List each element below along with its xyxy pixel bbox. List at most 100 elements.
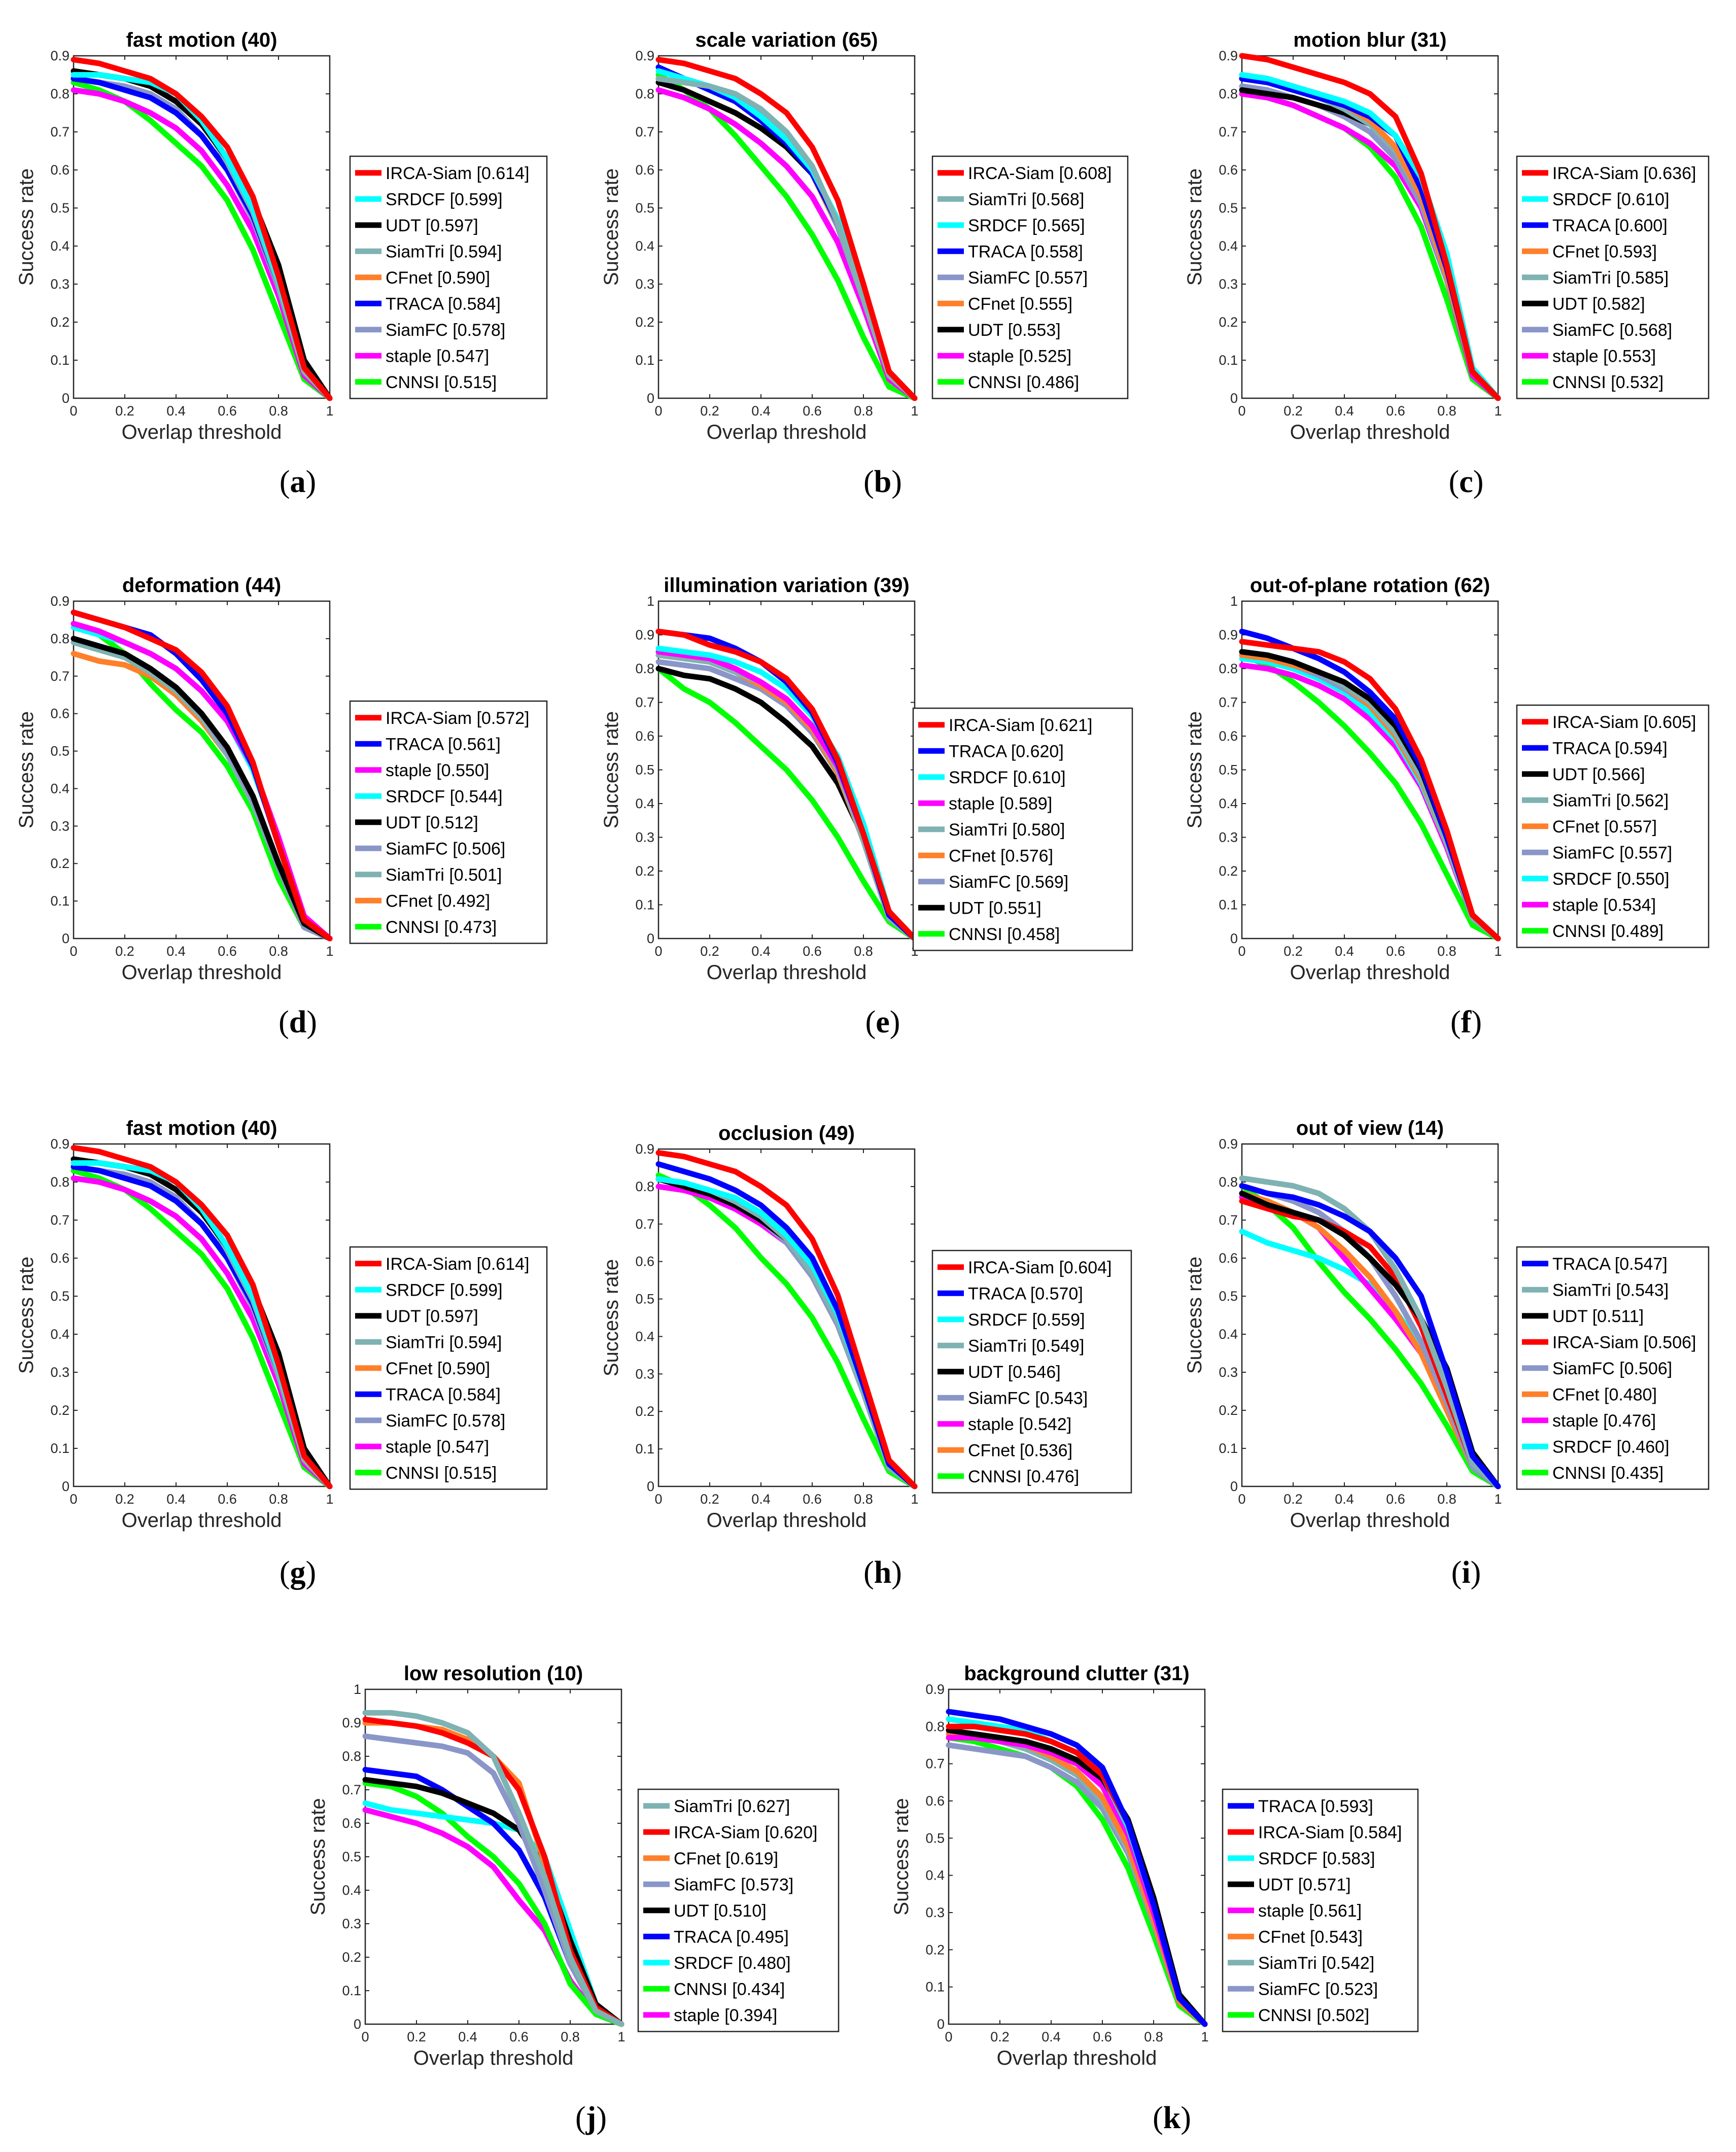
- legend-item-srdcf: SRDCF [0.610]: [918, 768, 1066, 787]
- legend-box: [1516, 1246, 1710, 1490]
- y-tick-label: 0.6: [50, 162, 70, 178]
- legend-item-traca: TRACA [0.593]: [1228, 1797, 1373, 1816]
- panel-label: (f): [1450, 1005, 1482, 1039]
- x-tick-label: 0: [654, 944, 662, 959]
- y-tick-label: 0.7: [635, 695, 654, 710]
- legend-box: [1516, 704, 1710, 948]
- y-tick-label: 0.3: [1219, 276, 1238, 292]
- legend-label: staple [0.476]: [1552, 1411, 1656, 1431]
- legend-label: UDT [0.546]: [968, 1363, 1061, 1382]
- x-tick-label: 0.8: [561, 2029, 580, 2044]
- y-tick-label: 0.1: [50, 1441, 70, 1456]
- x-tick-label: 0.4: [1335, 1491, 1354, 1507]
- legend-tracker-name: staple: [949, 794, 995, 813]
- y-tick-label: 0: [647, 931, 654, 946]
- y-tick-label: 0.9: [50, 594, 70, 609]
- y-tick-label: 0.5: [342, 1849, 361, 1864]
- legend-item-siamtri: SiamTri [0.568]: [938, 190, 1084, 209]
- legend-auc-score: [0.534]: [1603, 895, 1656, 915]
- legend: IRCA-Siam [0.608]SiamTri [0.568]SRDCF [0…: [931, 155, 1129, 399]
- y-tick-label: 0.8: [50, 86, 70, 101]
- legend-auc-score: [0.614]: [476, 1255, 529, 1274]
- legend-item-traca: TRACA [0.495]: [643, 1927, 789, 1947]
- legend-label: UDT [0.566]: [1552, 765, 1645, 784]
- y-tick-label: 0.5: [925, 1830, 945, 1846]
- legend-label: SRDCF [0.550]: [1552, 870, 1670, 889]
- y-tick-label: 0: [1230, 931, 1238, 946]
- legend-box: [1222, 1788, 1419, 2032]
- legend-tracker-name: SiamTri: [1552, 1280, 1611, 1300]
- legend-item-srdcf: SRDCF [0.565]: [938, 216, 1085, 235]
- legend-auc-score: [0.566]: [1592, 765, 1645, 784]
- legend-label: CNNSI [0.515]: [386, 373, 497, 392]
- y-tick-label: 0.9: [1219, 48, 1238, 63]
- legend-auc-score: [0.543]: [1616, 1280, 1669, 1300]
- legend-item-staple: staple [0.476]: [1522, 1411, 1656, 1431]
- legend-auc-score: [0.536]: [1020, 1441, 1072, 1460]
- x-tick-label: 0: [70, 944, 77, 959]
- legend-tracker-name: IRCA-Siam: [949, 716, 1035, 735]
- series-line-traca: [1239, 1183, 1501, 1489]
- y-tick-label: 0.4: [50, 781, 70, 796]
- legend-tracker-name: SiamFC: [674, 1875, 736, 1894]
- y-tick-label: 0.8: [1219, 661, 1238, 676]
- legend-item-traca: TRACA [0.594]: [1522, 739, 1668, 758]
- legend-auc-score: [0.546]: [1008, 1363, 1061, 1382]
- legend-item-udt: UDT [0.582]: [1522, 294, 1645, 314]
- x-tick-label: 0: [654, 1491, 662, 1507]
- x-axis-label: Overlap threshold: [1290, 1509, 1450, 1532]
- legend-auc-score: [0.506]: [1619, 1359, 1672, 1378]
- legend-item-traca: TRACA [0.561]: [355, 735, 501, 754]
- legend-item-traca: TRACA [0.584]: [355, 294, 501, 314]
- legend-item-udt: UDT [0.551]: [918, 898, 1041, 918]
- y-tick-label: 0.8: [342, 1749, 361, 1764]
- legend-label: UDT [0.551]: [949, 898, 1041, 918]
- legend-label: TRACA [0.584]: [386, 294, 501, 314]
- chart-title: fast motion (40): [126, 29, 277, 51]
- x-axis-label: Overlap threshold: [707, 421, 867, 443]
- legend-auc-score: [0.578]: [453, 321, 505, 340]
- legend-auc-score: [0.597]: [426, 1307, 478, 1326]
- x-tick-label: 0.4: [1041, 2029, 1061, 2044]
- legend-label: staple [0.525]: [968, 346, 1071, 366]
- legend-auc-score: [0.506]: [1643, 1333, 1696, 1352]
- legend-label: SiamTri [0.542]: [1258, 1954, 1374, 1973]
- legend-item-srdcf: SRDCF [0.599]: [355, 1280, 503, 1300]
- y-tick-label: 0.4: [50, 1327, 70, 1342]
- x-tick-label: 0.8: [269, 944, 288, 959]
- legend-label: TRACA [0.584]: [386, 1385, 501, 1404]
- series-curves: [1239, 1175, 1501, 1489]
- legend-item-irca-siam: IRCA-Siam [0.614]: [355, 164, 529, 183]
- legend-item-cnnsi: CNNSI [0.486]: [938, 373, 1079, 392]
- legend-label: TRACA [0.593]: [1258, 1797, 1373, 1816]
- x-tick-label: 0.6: [803, 944, 822, 959]
- panel-letter: c: [1459, 465, 1473, 499]
- panel-label: (d): [279, 1005, 317, 1039]
- legend-item-staple: staple [0.534]: [1522, 895, 1656, 915]
- legend-auc-score: [0.584]: [448, 1385, 501, 1404]
- legend-tracker-name: SiamTri: [674, 1797, 733, 1816]
- legend-label: staple [0.394]: [674, 2006, 777, 2025]
- x-tick-label: 0: [1238, 944, 1245, 959]
- series-curves: [71, 1145, 333, 1489]
- legend-tracker-name: IRCA-Siam: [1552, 164, 1639, 183]
- y-tick-label: 0.1: [925, 1980, 945, 1995]
- series-line-siamtri: [362, 1710, 624, 2027]
- legend-auc-score: [0.480]: [1604, 1385, 1657, 1404]
- legend-auc-score: [0.557]: [1604, 817, 1657, 837]
- legend-auc-score: [0.547]: [1615, 1255, 1668, 1274]
- legend-auc-score: [0.542]: [1322, 1954, 1374, 1973]
- legend-item-traca: TRACA [0.600]: [1522, 216, 1668, 235]
- x-tick-label: 0.2: [1283, 403, 1303, 419]
- legend-tracker-name: CNNSI: [386, 373, 439, 392]
- x-tick-label: 0: [361, 2029, 369, 2044]
- legend-auc-score: [0.480]: [738, 1954, 791, 1973]
- chart-title: low resolution (10): [404, 1662, 583, 1685]
- legend-label: IRCA-Siam [0.604]: [968, 1258, 1112, 1277]
- legend-tracker-name: IRCA-Siam: [386, 164, 472, 183]
- legend-label: TRACA [0.561]: [386, 735, 501, 754]
- legend-label: IRCA-Siam [0.614]: [386, 164, 529, 183]
- x-tick-label: 0.8: [854, 1491, 873, 1507]
- legend-auc-score: [0.559]: [1032, 1310, 1085, 1330]
- panel-letter: i: [1462, 1555, 1470, 1590]
